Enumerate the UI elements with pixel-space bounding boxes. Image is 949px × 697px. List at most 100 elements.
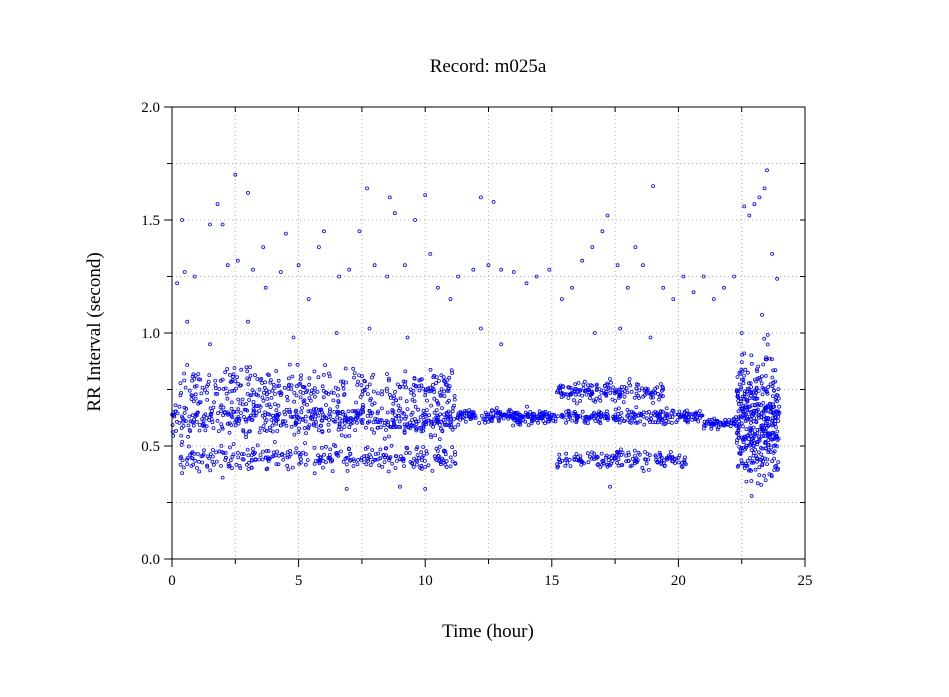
data-point [452,397,457,402]
data-point [321,229,326,234]
data-point [736,463,741,468]
data-point [207,415,212,419]
data-point [246,416,251,421]
data-point [765,433,770,437]
data-point [417,388,422,393]
data-point [434,381,439,386]
data-point [755,367,759,372]
data-point [360,374,364,379]
data-point [530,415,535,420]
data-point [281,420,285,425]
data-point [186,444,191,449]
data-point [769,445,774,450]
data-point [187,428,192,432]
data-point [210,448,215,452]
data-point [619,447,623,452]
data-point [331,391,336,395]
data-point [257,430,262,435]
x-tick-label: 25 [798,573,813,589]
data-point [670,408,675,413]
data-point [749,385,754,389]
data-point [258,426,263,431]
data-point [288,410,293,414]
data-point [223,458,228,462]
data-point [364,462,369,467]
data-point [452,403,456,408]
data-point [417,378,422,383]
data-point [202,414,206,419]
data-point [581,386,586,391]
data-point [370,410,375,415]
data-point [483,410,488,415]
data-point [622,394,627,399]
data-point [657,450,662,455]
data-point [335,415,340,420]
data-point [677,409,682,414]
data-point [367,408,372,413]
data-point [576,392,581,397]
data-point [414,447,419,451]
data-point [324,390,329,395]
data-point [421,408,426,413]
data-point [396,403,401,408]
data-point [384,386,389,391]
data-point [191,399,196,404]
data-point [298,389,303,394]
data-point [411,382,416,387]
data-point [450,371,455,375]
data-point [439,393,444,398]
data-point [607,454,612,459]
data-point [358,395,363,399]
data-point [330,469,335,474]
y-tick-label: 1.5 [141,213,160,229]
data-point [443,452,448,457]
data-point [440,429,445,434]
data-point [312,445,317,450]
data-point [292,390,297,395]
data-point [632,418,637,423]
data-point [737,370,742,375]
data-point [739,461,744,466]
data-point [350,417,354,421]
data-point [282,385,287,390]
data-point [205,463,210,468]
data-point [749,460,754,465]
data-point [276,453,281,458]
data-point [232,366,237,370]
data-point [746,370,750,375]
data-point [225,412,230,417]
data-point [192,384,197,389]
data-point [245,447,250,452]
data-point [275,412,280,417]
data-point [317,407,322,412]
data-point [192,451,197,456]
data-point [244,462,249,467]
data-point [577,458,581,462]
data-point [287,362,292,367]
data-point [642,393,647,398]
data-point [359,457,364,462]
data-point [250,417,255,422]
data-point [471,267,476,272]
data-point [653,386,658,391]
data-point [746,416,751,421]
data-point [658,452,663,457]
data-point [182,410,187,415]
data-point [189,393,194,398]
data-point [489,408,494,413]
data-point [385,372,389,376]
data-point [404,414,409,419]
data-point [178,381,183,386]
data-point [765,462,769,467]
data-point [376,420,381,425]
data-point [330,458,335,463]
data-point [596,411,601,416]
data-point [388,395,393,400]
data-point [298,395,303,400]
data-point [237,418,242,423]
data-point [327,418,332,422]
data-point [193,414,198,419]
data-point [234,386,238,391]
data-point [328,447,333,452]
data-point [373,457,378,462]
